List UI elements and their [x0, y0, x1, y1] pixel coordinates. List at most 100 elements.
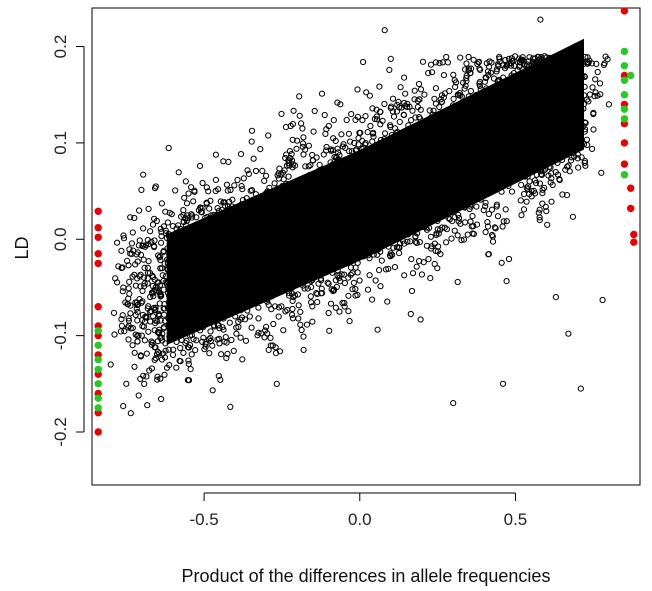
- red-point: [627, 184, 635, 192]
- cloud-point: [341, 299, 348, 307]
- cloud-point: [191, 187, 198, 194]
- cloud-point: [300, 151, 307, 158]
- cloud-point: [446, 88, 453, 95]
- cloud-point: [360, 58, 367, 66]
- cloud-point: [144, 402, 151, 409]
- cloud-point: [224, 350, 231, 357]
- cloud-point: [148, 307, 155, 314]
- cloud-point: [152, 355, 159, 362]
- cloud-point: [369, 130, 376, 137]
- cloud-point: [438, 92, 446, 99]
- cloud-point: [318, 285, 325, 292]
- red-point: [630, 238, 638, 246]
- cloud-point: [519, 54, 526, 61]
- cloud-point: [520, 58, 528, 65]
- cloud-point: [275, 304, 283, 311]
- cloud-point: [114, 279, 121, 286]
- cloud-point: [245, 170, 252, 177]
- cloud-point: [421, 91, 428, 98]
- cloud-point: [244, 167, 251, 174]
- cloud-point: [314, 291, 321, 298]
- cloud-point: [409, 270, 417, 277]
- cloud-point: [289, 315, 296, 322]
- cloud-point: [131, 271, 138, 278]
- cloud-point: [118, 247, 125, 254]
- cloud-point: [227, 403, 234, 410]
- cloud-point: [436, 60, 443, 67]
- cloud-point: [482, 229, 489, 236]
- cloud-point: [523, 198, 530, 205]
- cloud-point: [206, 336, 213, 343]
- cloud-point: [549, 181, 556, 189]
- cloud-point: [180, 207, 187, 214]
- cloud-point: [338, 271, 345, 278]
- cloud-point: [516, 55, 523, 62]
- cloud-point: [414, 97, 421, 105]
- green-point: [620, 115, 629, 123]
- cloud-point: [138, 299, 145, 306]
- cloud-point: [133, 305, 140, 312]
- cloud-point: [287, 122, 294, 130]
- y-tick-label: 0.1: [51, 131, 70, 155]
- cloud-point: [354, 86, 361, 93]
- cloud-point: [215, 186, 222, 193]
- cloud-point: [216, 325, 223, 332]
- cloud-point: [436, 103, 443, 111]
- cloud-point: [387, 122, 394, 129]
- cloud-point: [139, 242, 147, 249]
- black-point: [185, 294, 192, 301]
- cloud-point: [398, 104, 405, 111]
- cloud-point: [199, 338, 206, 345]
- cloud-point: [465, 53, 472, 61]
- cloud-point: [559, 191, 566, 198]
- cloud-point: [145, 303, 152, 310]
- cloud-point: [143, 373, 150, 380]
- cloud-point: [175, 222, 182, 229]
- cloud-point: [216, 335, 223, 342]
- cloud-point: [458, 237, 465, 244]
- cloud-point: [485, 251, 492, 258]
- cloud-point: [600, 61, 608, 69]
- cloud-point: [247, 187, 254, 194]
- cloud-point: [524, 183, 532, 190]
- black-point: [356, 178, 363, 185]
- cloud-point: [238, 183, 245, 190]
- cloud-point: [125, 285, 132, 292]
- y-axis-title: LD: [12, 236, 32, 259]
- cloud-point: [160, 325, 167, 332]
- cloud-point: [299, 140, 307, 147]
- cloud-point: [125, 315, 132, 322]
- cloud-point: [525, 58, 532, 65]
- cloud-point: [200, 334, 207, 341]
- cloud-point: [175, 169, 182, 176]
- cloud-point: [318, 90, 326, 97]
- cloud-point: [335, 149, 342, 156]
- cloud-point: [460, 236, 468, 243]
- cloud-point: [354, 113, 361, 121]
- cloud-point: [503, 278, 510, 285]
- cloud-point: [578, 154, 585, 161]
- red-point: [627, 204, 635, 213]
- cloud-point: [207, 334, 214, 342]
- cloud-point: [265, 346, 272, 353]
- cloud-point: [341, 279, 348, 287]
- cloud-point: [207, 338, 214, 345]
- cloud-point: [148, 365, 155, 372]
- cloud-point: [585, 98, 592, 105]
- cloud-point: [277, 171, 284, 178]
- cloud-point: [373, 116, 381, 123]
- cloud-point: [485, 210, 492, 218]
- cloud-point: [390, 244, 397, 251]
- cloud-point: [541, 184, 548, 191]
- cloud-point: [391, 264, 398, 271]
- cloud-point: [543, 208, 550, 215]
- cloud-point: [215, 372, 222, 380]
- cloud-point: [147, 318, 154, 325]
- cloud-point: [366, 92, 373, 99]
- cloud-point: [134, 309, 141, 316]
- cloud-point: [229, 196, 236, 203]
- cloud-point: [289, 305, 296, 313]
- cloud-point: [289, 164, 296, 171]
- cloud-point: [495, 62, 502, 69]
- cloud-point: [419, 58, 427, 65]
